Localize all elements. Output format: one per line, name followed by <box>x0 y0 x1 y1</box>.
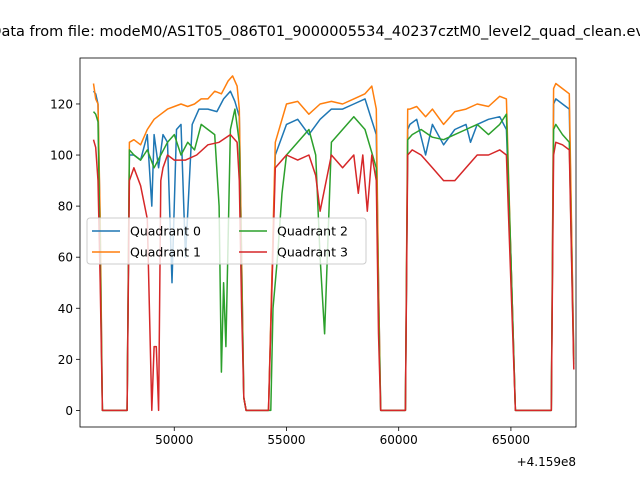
legend-label-quadrant-3: Quadrant 3 <box>277 245 348 260</box>
y-tick-label: 0 <box>65 404 73 418</box>
y-tick-label: 60 <box>58 251 73 265</box>
series-line-quadrant-1 <box>92 75 575 412</box>
x-tick-label: 65000 <box>492 433 530 447</box>
y-tick-label: 80 <box>58 200 73 214</box>
legend-label-quadrant-1: Quadrant 1 <box>130 245 201 260</box>
x-tick-label: 50000 <box>155 433 193 447</box>
x-offset-label: +4.159e8 <box>517 455 576 469</box>
legend-label-quadrant-2: Quadrant 2 <box>277 224 348 239</box>
x-axis: 50000 55000 60000 65000 <box>155 427 530 447</box>
y-axis: 0 20 40 60 80 100 120 <box>50 97 80 418</box>
y-tick-label: 120 <box>50 97 73 111</box>
x-tick-label: 60000 <box>380 433 418 447</box>
y-tick-label: 100 <box>50 149 73 163</box>
axes-frame <box>79 57 577 428</box>
legend: Quadrant 0 Quadrant 1 Quadrant 2 Quadrant 3 <box>86 217 367 265</box>
x-tick-label: 55000 <box>267 433 305 447</box>
series-line-quadrant-3 <box>92 133 575 412</box>
legend-box <box>86 217 367 265</box>
y-tick-label: 40 <box>58 302 73 316</box>
y-tick-label: 20 <box>58 353 73 367</box>
legend-label-quadrant-0: Quadrant 0 <box>130 224 201 239</box>
chart-title: Data from file: modeM0/AS1T05_086T01_900… <box>0 24 640 40</box>
